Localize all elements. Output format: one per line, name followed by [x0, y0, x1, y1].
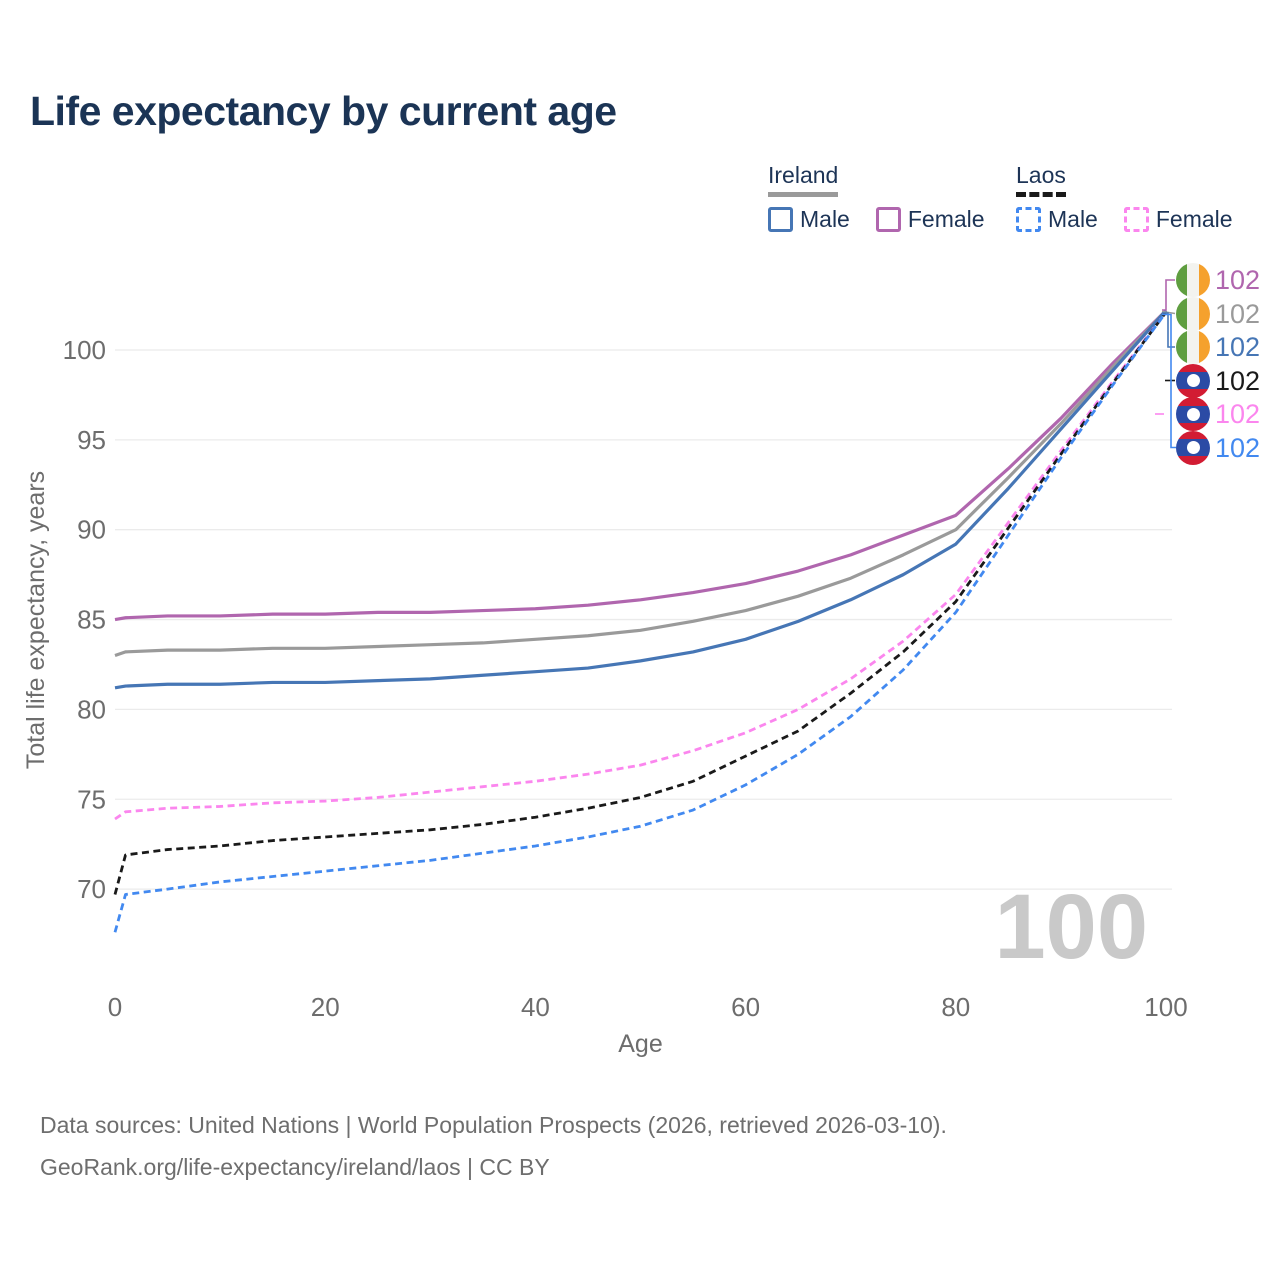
x-tick-label: 60 [731, 992, 760, 1022]
series-line-ireland-male[interactable] [114, 309, 1168, 690]
laos-both-line-swatch [1016, 192, 1066, 197]
series-line-laos-female[interactable] [114, 311, 1168, 821]
end-label-row-laos-female: 102 [1176, 397, 1260, 431]
legend-item-ireland-male[interactable]: Male [768, 206, 850, 233]
y-tick-label: 95 [77, 425, 106, 455]
ireland-flag-icon [1176, 330, 1210, 364]
end-value-label: 102 [1215, 365, 1261, 396]
end-label-row-laos-male: 102 [1176, 430, 1261, 465]
legend-item-label: Male [1048, 206, 1098, 232]
legend-group-title-laos: Laos [1016, 162, 1066, 188]
age-counter-watermark: 100 [995, 876, 1149, 978]
x-tick-label: 20 [311, 992, 340, 1022]
ireland-female-swatch-icon [875, 207, 901, 232]
y-axis-title: Total life expectancy, years [22, 471, 50, 769]
attribution-text: GeoRank.org/life-expectancy/ireland/laos… [40, 1154, 550, 1180]
legend-group-laos: Laos Male Female [1016, 162, 1233, 233]
ireland-flag-icon [1176, 296, 1210, 331]
legend-item-label: Female [1155, 206, 1233, 232]
x-tick-label: 40 [521, 992, 550, 1022]
series-line-laos-both[interactable] [113, 311, 1168, 895]
end-label-row-ireland-female: 102 [1176, 263, 1260, 297]
y-tick-label: 70 [77, 874, 106, 904]
y-tick-label: 100 [63, 335, 106, 365]
end-value-label: 102 [1215, 265, 1261, 295]
laos-female-swatch-icon [1123, 207, 1149, 232]
legend-item-laos-male[interactable]: Male [1016, 206, 1098, 233]
legend-group-title-ireland: Ireland [768, 162, 839, 188]
chart-title: Life expectancy by current age [30, 88, 617, 134]
legend-row: Male Female [768, 206, 985, 233]
end-value-label: 102 [1215, 432, 1261, 463]
ireland-flag-icon [1176, 263, 1210, 297]
series-line-ireland-both[interactable] [114, 309, 1168, 658]
end-value-label: 102 [1215, 332, 1261, 362]
series-line-laos-male[interactable] [113, 311, 1168, 933]
laos-flag-icon [1176, 397, 1210, 431]
legend-group-head: Ireland [768, 162, 839, 197]
end-label-connector [1162, 313, 1176, 449]
y-tick-label: 75 [77, 784, 106, 814]
legend-row: Male Female [1016, 206, 1233, 233]
laos-male-swatch-icon [1016, 207, 1041, 232]
data-sources-text: Data sources: United Nations | World Pop… [40, 1112, 947, 1138]
ireland-both-line-swatch [768, 192, 839, 197]
end-label-row-laos-both: 102 [1176, 363, 1261, 398]
x-axis-title: Age [618, 1030, 662, 1058]
x-tick-label: 80 [941, 992, 970, 1022]
legend-item-label: Female [907, 206, 985, 232]
end-label-connector [1162, 312, 1175, 348]
end-value-label: 102 [1215, 298, 1261, 329]
series-line-ireland-female[interactable] [114, 309, 1168, 622]
y-tick-label: 90 [77, 515, 106, 545]
laos-flag-icon [1176, 363, 1210, 398]
end-label-row-ireland-both: 102 [1176, 296, 1261, 331]
end-value-label: 102 [1215, 399, 1261, 429]
x-tick-label: 0 [108, 992, 122, 1022]
legend-group-head: Laos [1016, 162, 1066, 197]
x-tick-label: 100 [1144, 992, 1187, 1022]
y-tick-label: 80 [77, 694, 106, 724]
legend-item-laos-female[interactable]: Female [1123, 206, 1233, 233]
legend-item-ireland-female[interactable]: Female [875, 206, 985, 233]
legend-item-label: Male [800, 206, 850, 232]
ireland-male-swatch-icon [768, 207, 793, 232]
y-tick-label: 85 [77, 605, 106, 635]
end-label-connector [1162, 279, 1175, 311]
laos-flag-icon [1176, 430, 1210, 465]
footer: Data sources: United Nations | World Pop… [40, 1104, 947, 1188]
legend-group-ireland: Ireland Male Female [768, 162, 985, 233]
end-label-row-ireland-male: 102 [1176, 330, 1260, 364]
